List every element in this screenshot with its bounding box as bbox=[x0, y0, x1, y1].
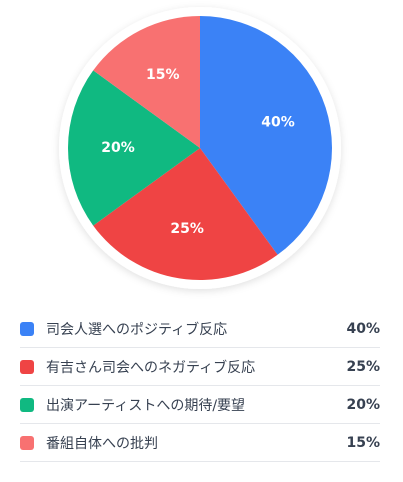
pie-chart: 40% 25% 20% 15% bbox=[59, 7, 341, 289]
pie-slice bbox=[68, 70, 200, 226]
legend-value: 15% bbox=[346, 434, 380, 451]
slice-label: 15% bbox=[146, 67, 180, 83]
slice-label: 20% bbox=[101, 140, 135, 156]
legend-value: 25% bbox=[346, 358, 380, 375]
legend-value: 40% bbox=[346, 320, 380, 337]
legend-swatch bbox=[20, 435, 34, 450]
pie-slice bbox=[93, 148, 278, 280]
legend-item: 番組自体への批判 15% bbox=[20, 424, 380, 462]
pie-chart-svg: 40% 25% 20% 15% bbox=[59, 7, 341, 289]
legend-swatch bbox=[20, 359, 34, 374]
legend: 司会人選へのポジティブ反応 40% 有吉さん司会へのネガティブ反応 25% 出演… bbox=[20, 310, 380, 462]
legend-label: 有吉さん司会へのネガティブ反応 bbox=[46, 359, 256, 376]
legend-item: 司会人選へのポジティブ反応 40% bbox=[20, 310, 380, 348]
legend-label: 番組自体への批判 bbox=[46, 435, 158, 452]
legend-swatch bbox=[20, 321, 34, 336]
legend-value: 20% bbox=[346, 396, 380, 413]
legend-item: 有吉さん司会へのネガティブ反応 25% bbox=[20, 348, 380, 386]
legend-swatch bbox=[20, 397, 34, 412]
legend-label: 司会人選へのポジティブ反応 bbox=[46, 321, 228, 338]
slice-label: 25% bbox=[170, 221, 204, 237]
legend-item: 出演アーティストへの期待/要望 20% bbox=[20, 386, 380, 424]
slice-label: 40% bbox=[261, 115, 295, 131]
legend-label: 出演アーティストへの期待/要望 bbox=[46, 397, 246, 414]
pie-slice bbox=[200, 16, 332, 255]
pie-slice bbox=[93, 16, 200, 148]
